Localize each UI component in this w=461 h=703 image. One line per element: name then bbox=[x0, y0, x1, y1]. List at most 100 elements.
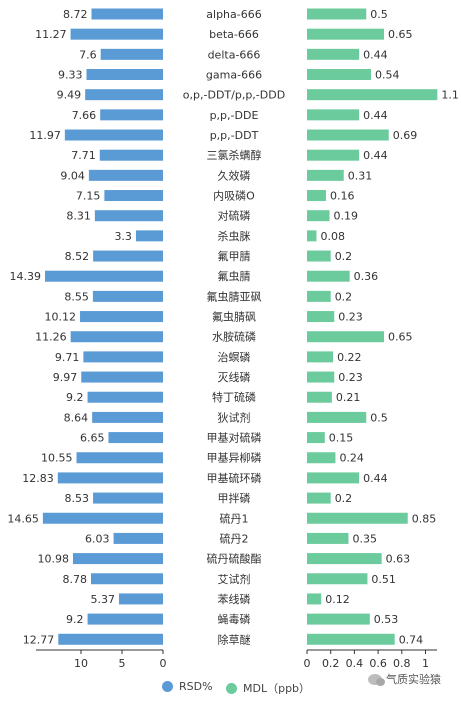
category-label: 硫丹1 bbox=[220, 511, 249, 525]
mdl-value-label: 0.63 bbox=[386, 553, 411, 566]
rsd-bar bbox=[45, 270, 163, 282]
mdl-value-label: 0.19 bbox=[334, 210, 359, 223]
category-label: 氟甲腈 bbox=[218, 250, 251, 263]
category-label: p,p,-DDT bbox=[210, 129, 259, 142]
category-label: 三氯杀螨醇 bbox=[207, 148, 262, 162]
rsd-value-label: 5.37 bbox=[90, 593, 115, 606]
rsd-bar bbox=[81, 371, 163, 383]
rsd-value-label: 6.65 bbox=[80, 432, 105, 445]
mdl-tick-label: 0.4 bbox=[346, 657, 364, 670]
category-label: 特丁硫磷 bbox=[212, 390, 256, 404]
mdl-value-label: 0.23 bbox=[338, 371, 363, 384]
rsd-value-label: 8.53 bbox=[65, 492, 90, 505]
rsd-value-label: 9.04 bbox=[60, 169, 85, 182]
rsd-value-label: 9.2 bbox=[66, 613, 84, 626]
category-label: 甲基硫环磷 bbox=[207, 471, 262, 485]
rsd-bar bbox=[91, 8, 163, 20]
category-label: 蝇毒磷 bbox=[218, 613, 251, 626]
mdl-bar bbox=[307, 8, 367, 20]
mdl-bar bbox=[307, 89, 438, 101]
mdl-value-label: 0.21 bbox=[336, 391, 361, 404]
category-label: 氟虫腈砜 bbox=[212, 311, 256, 324]
category-label: delta-666 bbox=[208, 48, 261, 61]
mdl-value-label: 0.35 bbox=[352, 532, 377, 545]
mdl-value-label: 0.22 bbox=[337, 351, 362, 364]
category-label: 硫丹2 bbox=[220, 531, 249, 545]
rsd-bar bbox=[92, 290, 163, 302]
rsd-value-label: 9.49 bbox=[57, 89, 82, 102]
category-label: 除草醚 bbox=[218, 632, 251, 646]
mdl-tick-label: 0.6 bbox=[369, 657, 387, 670]
category-label: 甲基异柳磷 bbox=[207, 451, 262, 465]
mdl-tick-label: 1 bbox=[422, 657, 429, 670]
mdl-value-label: 0.44 bbox=[363, 109, 388, 122]
rsd-bar bbox=[91, 573, 163, 585]
category-label: 内吸磷O bbox=[213, 189, 255, 203]
mdl-bar bbox=[307, 351, 334, 363]
rsd-bar bbox=[42, 512, 164, 524]
mdl-value-label: 0.69 bbox=[393, 129, 418, 142]
mdl-value-label: 0.53 bbox=[374, 613, 399, 626]
mdl-value-label: 0.65 bbox=[388, 331, 413, 344]
mdl-bar bbox=[307, 290, 331, 302]
mdl-bar bbox=[307, 190, 326, 202]
mdl-value-label: 0.31 bbox=[348, 169, 373, 182]
rsd-value-label: 3.3 bbox=[114, 230, 132, 243]
rsd-bar bbox=[88, 169, 163, 181]
category-label: 氟虫腈亚砜 bbox=[207, 290, 262, 303]
mdl-bar bbox=[307, 129, 389, 141]
mdl-value-label: 0.15 bbox=[329, 432, 354, 445]
rsd-bar bbox=[135, 230, 163, 242]
rsd-value-label: 9.97 bbox=[53, 371, 78, 384]
mdl-value-label: 0.12 bbox=[325, 593, 350, 606]
category-label: o,p,-DDT/p,p,-DDD bbox=[183, 89, 285, 102]
rsd-value-label: 11.97 bbox=[29, 129, 61, 142]
mdl-value-label: 0.65 bbox=[388, 28, 413, 41]
category-label: gama-666 bbox=[206, 69, 262, 82]
watermark-text: 气质实验猿 bbox=[386, 673, 441, 686]
mdl-tick-label: 0.8 bbox=[393, 657, 411, 670]
category-label: p,p,-DDE bbox=[210, 109, 259, 122]
rsd-value-label: 8.72 bbox=[63, 8, 88, 21]
category-label: 水胺硫磷 bbox=[212, 330, 256, 344]
watermark: 气质实验猿 bbox=[368, 671, 441, 687]
rsd-bar bbox=[76, 452, 163, 464]
rsd-value-label: 9.2 bbox=[66, 391, 84, 404]
rsd-bar bbox=[92, 411, 163, 423]
category-label: 对硫磷 bbox=[218, 209, 251, 223]
category-label: 苯线磷 bbox=[218, 592, 251, 606]
rsd-value-label: 11.26 bbox=[35, 331, 67, 344]
rsd-bar bbox=[118, 593, 163, 605]
mdl-bar bbox=[307, 553, 382, 565]
mdl-bar bbox=[307, 472, 360, 484]
category-label: beta-666 bbox=[209, 28, 259, 41]
rsd-value-label: 14.65 bbox=[7, 512, 39, 525]
mdl-bar bbox=[307, 432, 325, 444]
mdl-bar bbox=[307, 532, 349, 544]
rsd-value-label: 14.39 bbox=[10, 270, 42, 283]
rsd-value-label: 10.55 bbox=[41, 452, 73, 465]
rsd-bar bbox=[58, 633, 164, 645]
category-label: alpha-666 bbox=[206, 8, 261, 21]
rsd-value-label: 6.03 bbox=[85, 532, 110, 545]
rsd-value-label: 8.78 bbox=[63, 573, 88, 586]
legend-item-rsd[interactable]: RSD% bbox=[162, 680, 213, 693]
wechat-icon bbox=[368, 673, 385, 686]
rsd-value-label: 10.12 bbox=[45, 311, 77, 324]
legend-label-rsd: RSD% bbox=[179, 680, 213, 693]
legend-swatch-mdl bbox=[226, 682, 237, 694]
mdl-bar bbox=[307, 331, 385, 343]
mdl-bar bbox=[307, 452, 336, 464]
rsd-bar bbox=[87, 391, 163, 403]
mdl-bar bbox=[307, 69, 371, 81]
rsd-value-label: 7.71 bbox=[71, 149, 96, 162]
category-labels: alpha-666 beta-666 delta-666 gama-666 o,p,-D… bbox=[183, 8, 285, 646]
legend-label-mdl: MDL（ppb） bbox=[243, 682, 311, 695]
legend-item-mdl[interactable]: MDL（ppb） bbox=[226, 680, 310, 696]
mdl-value-label: 0.85 bbox=[412, 512, 437, 525]
category-label: 久效磷 bbox=[218, 168, 251, 182]
mdl-bar bbox=[307, 613, 370, 625]
mdl-bar bbox=[307, 633, 395, 645]
mdl-bar bbox=[307, 391, 332, 403]
